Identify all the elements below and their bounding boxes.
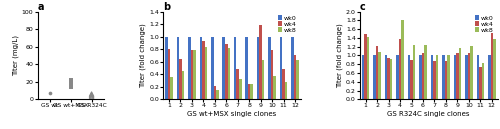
Bar xyxy=(454,55,456,99)
Bar xyxy=(285,82,288,99)
Bar xyxy=(396,55,399,99)
Text: c: c xyxy=(360,2,366,11)
Bar xyxy=(262,60,264,99)
Bar xyxy=(222,37,225,99)
Bar xyxy=(170,77,173,99)
Bar xyxy=(399,39,402,99)
Bar xyxy=(165,37,168,99)
Bar xyxy=(376,46,378,99)
Bar xyxy=(246,37,248,99)
Bar xyxy=(248,84,250,99)
Bar xyxy=(282,69,285,99)
Bar xyxy=(182,71,184,99)
Bar xyxy=(216,90,218,99)
Text: b: b xyxy=(164,2,170,11)
Bar xyxy=(447,55,450,99)
Point xyxy=(88,93,96,95)
Bar xyxy=(271,50,274,99)
Legend: wk0, wk4, wk8: wk0, wk4, wk8 xyxy=(278,15,297,33)
Bar xyxy=(458,48,461,99)
Bar xyxy=(268,37,271,99)
Bar xyxy=(200,37,202,99)
Bar xyxy=(234,37,236,99)
Point xyxy=(67,79,75,81)
Bar xyxy=(408,55,410,99)
Bar xyxy=(490,33,493,99)
Point xyxy=(67,82,75,84)
X-axis label: GS R324C single clones: GS R324C single clones xyxy=(388,111,470,117)
Point xyxy=(67,83,75,85)
Bar xyxy=(468,53,470,99)
Bar xyxy=(413,45,416,99)
X-axis label: GS wt+MSX single clones: GS wt+MSX single clones xyxy=(188,111,276,117)
Bar xyxy=(410,60,413,99)
Bar xyxy=(419,55,422,99)
Bar xyxy=(378,52,381,99)
Bar xyxy=(476,55,479,99)
Bar xyxy=(294,55,296,99)
Bar xyxy=(176,37,179,99)
Bar xyxy=(204,47,207,99)
Bar xyxy=(456,53,458,99)
Y-axis label: Titer (mg/L): Titer (mg/L) xyxy=(12,35,19,76)
Bar xyxy=(211,37,214,99)
Bar xyxy=(364,34,367,99)
Bar xyxy=(493,39,496,99)
Bar xyxy=(190,50,193,99)
Bar xyxy=(257,37,260,99)
Bar xyxy=(228,48,230,99)
Bar xyxy=(402,19,404,99)
Bar xyxy=(274,75,276,99)
Y-axis label: Titer (fold change): Titer (fold change) xyxy=(336,23,343,88)
Point xyxy=(88,96,96,98)
Legend: wk0, wk4, wk8: wk0, wk4, wk8 xyxy=(474,15,494,33)
Point xyxy=(67,86,75,88)
Bar xyxy=(168,49,170,99)
Bar xyxy=(433,61,436,99)
Point xyxy=(88,94,96,96)
Y-axis label: Titer (fold change): Titer (fold change) xyxy=(140,23,146,88)
Bar xyxy=(470,46,472,99)
Bar xyxy=(179,59,182,99)
Bar xyxy=(280,37,282,99)
Bar xyxy=(444,61,447,99)
Point xyxy=(46,92,54,94)
Bar xyxy=(367,37,370,99)
Bar xyxy=(236,69,239,99)
Point xyxy=(67,83,75,85)
Bar xyxy=(465,55,468,99)
Bar xyxy=(390,59,392,99)
Bar xyxy=(188,37,190,99)
Bar xyxy=(193,50,196,99)
Bar xyxy=(202,41,204,99)
Point xyxy=(88,96,96,99)
Bar xyxy=(296,60,299,99)
Bar xyxy=(214,86,216,99)
Bar xyxy=(292,37,294,99)
Bar xyxy=(388,58,390,99)
Bar xyxy=(362,55,364,99)
Bar xyxy=(225,44,228,99)
Bar xyxy=(260,25,262,99)
Bar xyxy=(482,63,484,99)
Bar xyxy=(442,55,444,99)
Text: a: a xyxy=(38,2,44,11)
Bar xyxy=(424,45,427,99)
Point xyxy=(67,84,75,86)
Bar xyxy=(422,53,424,99)
Bar xyxy=(436,55,438,99)
Point xyxy=(67,83,75,85)
Bar xyxy=(239,79,242,99)
Bar xyxy=(374,55,376,99)
Point xyxy=(67,82,75,84)
Point xyxy=(67,81,75,83)
Bar xyxy=(250,84,253,99)
Bar xyxy=(385,55,388,99)
Point xyxy=(88,95,96,97)
Bar xyxy=(479,67,482,99)
Bar xyxy=(488,55,490,99)
Bar xyxy=(430,55,433,99)
